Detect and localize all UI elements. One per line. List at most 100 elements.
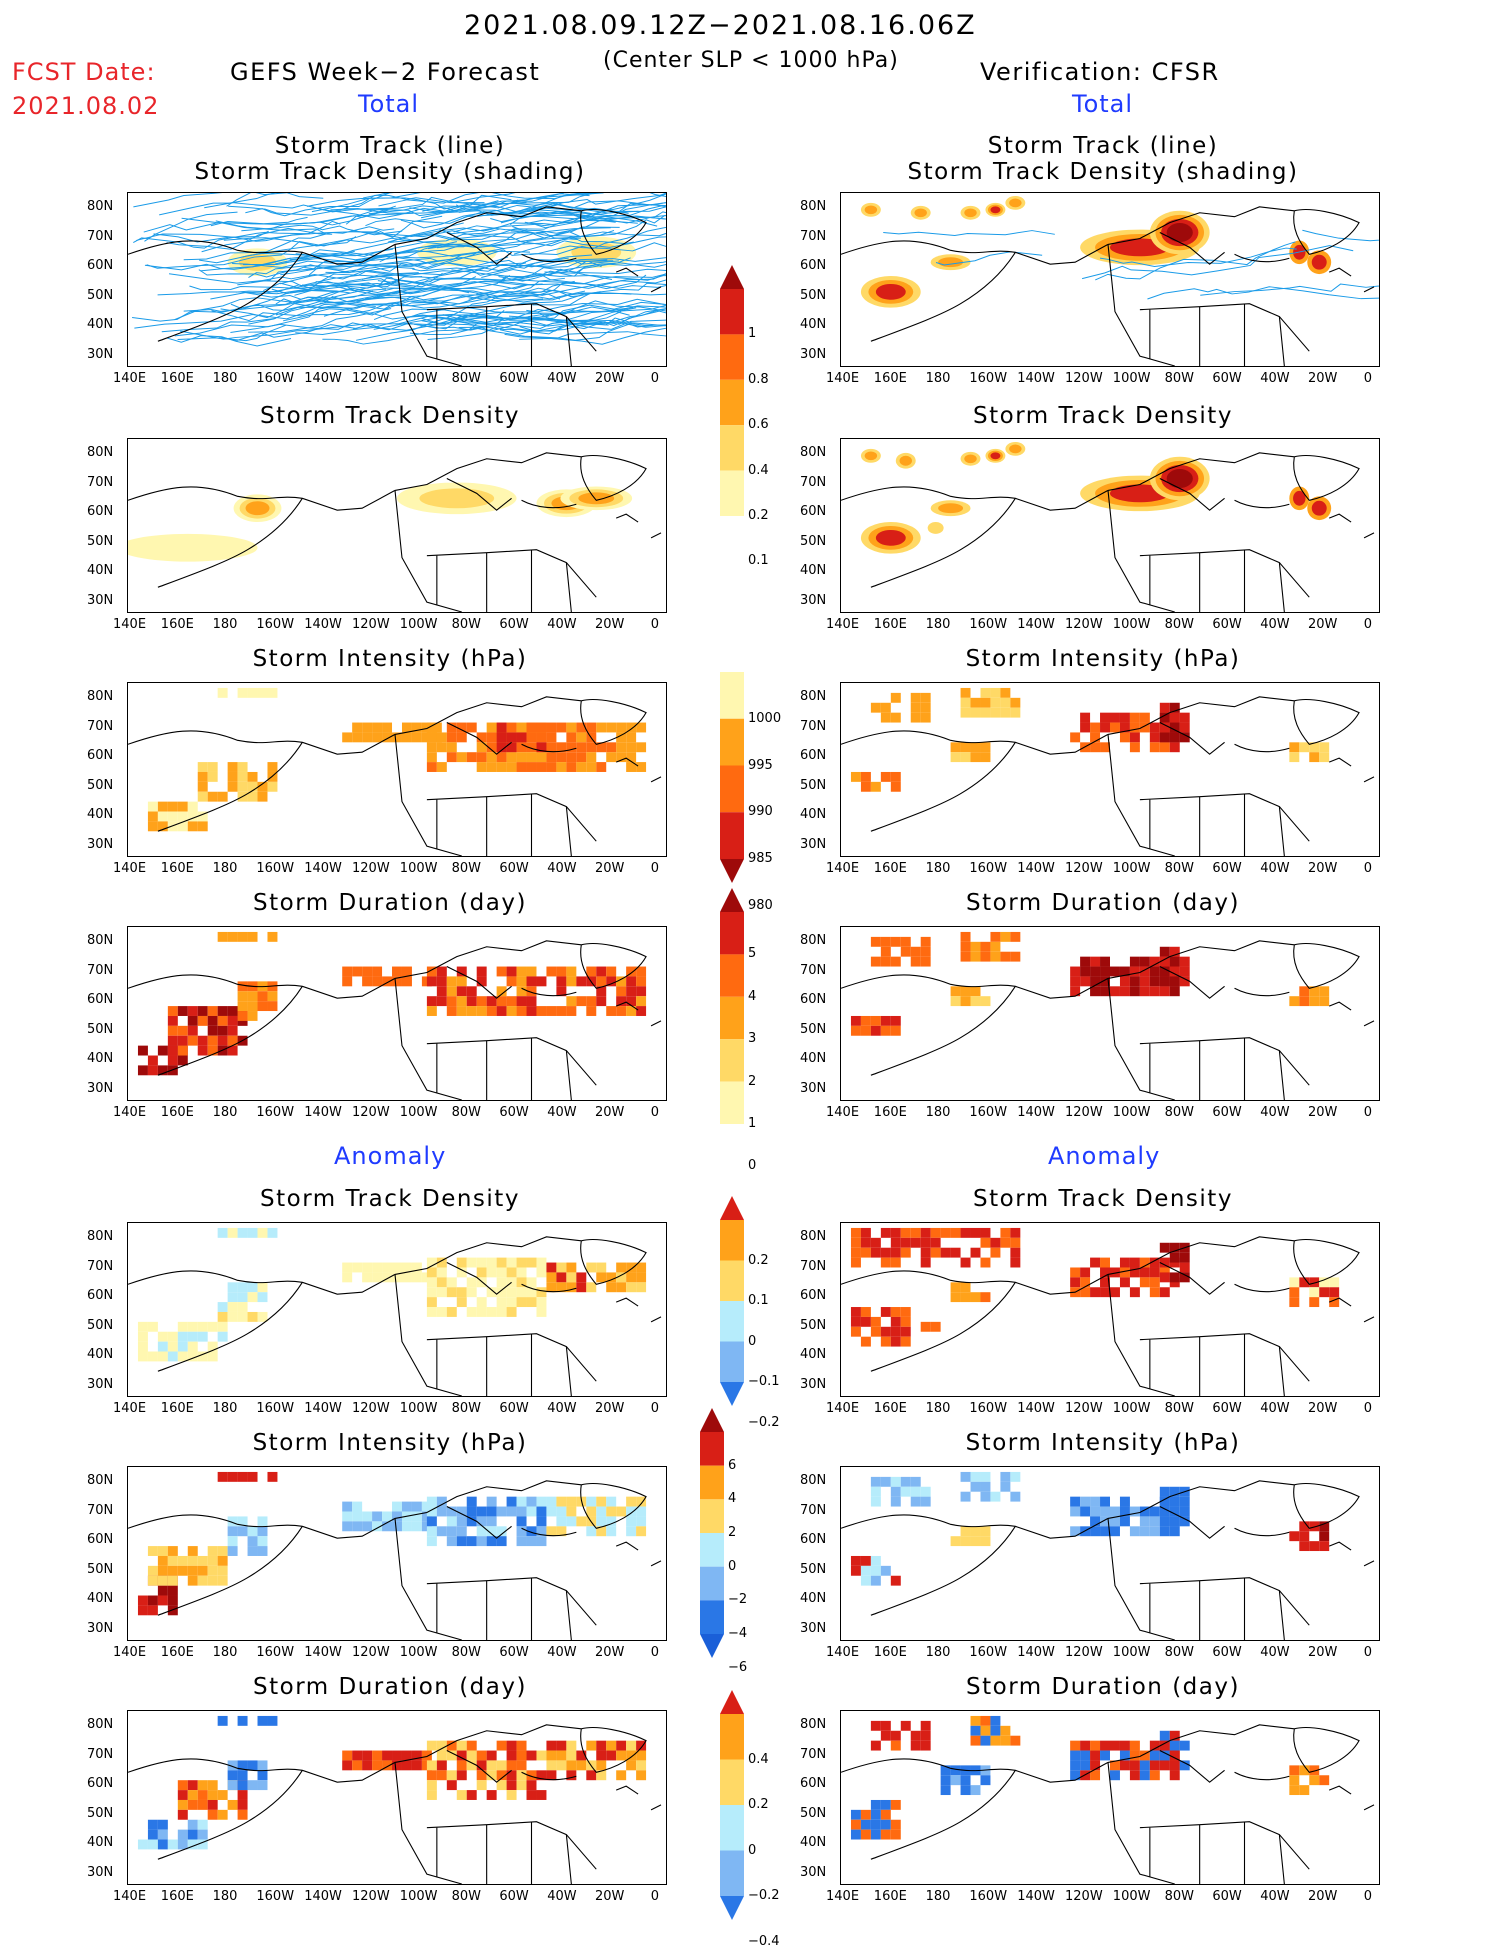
grid-cell	[1159, 1486, 1170, 1497]
grid-cell	[362, 1521, 373, 1532]
grid-cell	[626, 966, 637, 977]
coastline	[870, 498, 1016, 588]
coastline	[128, 486, 396, 511]
lon-tick-label: 160W	[969, 1105, 1008, 1120]
grid-cell	[436, 762, 447, 772]
grid-cell	[556, 1516, 567, 1527]
grid-cell	[960, 951, 971, 962]
lon-tick-label: 120W	[1065, 617, 1103, 632]
lon-tick-label: 160E	[873, 617, 907, 632]
grid-cell	[1090, 1257, 1101, 1268]
storm-track-line	[519, 321, 666, 332]
grid-cell	[596, 742, 607, 753]
grid-cell	[506, 1740, 517, 1751]
grid-cell	[257, 1292, 268, 1303]
grid-cell	[1299, 1521, 1310, 1532]
lon-tick-label: 80W	[451, 1401, 481, 1416]
grid-cell	[257, 1780, 268, 1791]
grid-cell	[1080, 1277, 1091, 1288]
grid-cell	[167, 1585, 178, 1596]
fcst-anom-duration-map	[127, 1710, 667, 1885]
coastline	[650, 1020, 662, 1027]
storm-track-line	[544, 261, 666, 274]
lat-tick-label: 60N	[800, 1532, 827, 1547]
grid-cell	[362, 722, 373, 733]
grid-cell	[506, 1780, 517, 1791]
grid-cell	[1309, 1521, 1320, 1532]
grid-cell	[546, 1526, 557, 1537]
grid-cell	[960, 1491, 971, 1502]
grid-cell	[257, 1760, 268, 1771]
storm-track-line	[523, 273, 666, 296]
left-p5-title: Storm Track Density	[260, 1186, 520, 1212]
grid-cell	[1010, 1735, 1021, 1746]
lon-tick-label: 40W	[1260, 617, 1290, 632]
grid-cell	[1110, 722, 1120, 733]
grid-cell	[1070, 986, 1081, 997]
coastline	[650, 532, 662, 539]
grid-cell	[506, 966, 517, 977]
grid-cell	[157, 1585, 168, 1596]
grid-cell	[426, 1257, 437, 1268]
grid-cell	[257, 1770, 268, 1781]
grid-cell	[207, 1555, 218, 1566]
lat-tick-label: 70N	[800, 1258, 827, 1274]
coastline	[1159, 722, 1225, 755]
grid-cell	[516, 1257, 527, 1268]
coastline	[394, 490, 462, 612]
grid-cell	[197, 1819, 208, 1830]
grid-cell	[506, 1297, 517, 1308]
grid-cell	[227, 1526, 238, 1537]
grid-cell	[1090, 1770, 1101, 1781]
colorbar-label: 0.4	[748, 462, 769, 478]
grid-cell	[207, 1351, 218, 1362]
grid-cell	[980, 1735, 991, 1746]
lat-tick-label: 80N	[800, 933, 827, 948]
coastline	[1293, 1239, 1360, 1285]
lon-tick-label: 160W	[256, 1645, 295, 1660]
lon-tick-label: 100W	[399, 617, 438, 632]
grid-cell	[436, 732, 447, 743]
density-contour	[245, 501, 270, 516]
grid-cell	[237, 1809, 248, 1820]
storm-track-line	[450, 298, 665, 322]
grid-cell	[362, 732, 373, 743]
grid-cell	[870, 1740, 881, 1751]
lon-tick-label: 0	[1363, 1401, 1373, 1416]
grid-cell	[516, 1297, 527, 1308]
grid-cell	[1119, 1516, 1130, 1527]
grid-cell	[910, 1486, 921, 1497]
grid-cell	[636, 762, 647, 772]
coastline	[1139, 1333, 1310, 1382]
grid-cell	[950, 1765, 961, 1776]
grid-cell	[1080, 1740, 1091, 1751]
coastline	[394, 978, 462, 1100]
grid-cell	[496, 1277, 507, 1288]
storm-track-line	[1302, 229, 1379, 242]
lat-tick-label: 30N	[800, 836, 827, 852]
grid-cell	[970, 1536, 981, 1547]
lon-tick-label: 180	[925, 1645, 951, 1660]
coastline	[870, 1526, 1016, 1616]
lat-tick-label: 70N	[87, 1502, 114, 1518]
grid-cell	[372, 1750, 383, 1761]
storm-track-line	[369, 229, 615, 260]
grid-cell	[526, 1770, 537, 1781]
lat-tick-label: 80N	[800, 1229, 827, 1244]
grid-cell	[401, 732, 412, 743]
lon-tick-label: 80W	[1164, 1645, 1194, 1660]
lon-tick-label: 180	[925, 1401, 951, 1416]
grid-cell	[1000, 1471, 1011, 1482]
density-contour	[990, 452, 1001, 460]
grid-cell	[411, 1501, 422, 1512]
lon-tick-label: 160W	[969, 1645, 1008, 1660]
grid-cell	[446, 1506, 457, 1517]
grid-cell	[910, 1476, 921, 1487]
grid-cell	[1289, 1531, 1300, 1542]
lon-tick-label: 160E	[873, 1401, 907, 1416]
grid-cell	[1070, 1770, 1081, 1781]
lon-tick-label: 0	[650, 1105, 660, 1120]
grid-cell	[1090, 1506, 1101, 1517]
coastline	[1363, 776, 1375, 783]
grid-cell	[436, 986, 447, 997]
